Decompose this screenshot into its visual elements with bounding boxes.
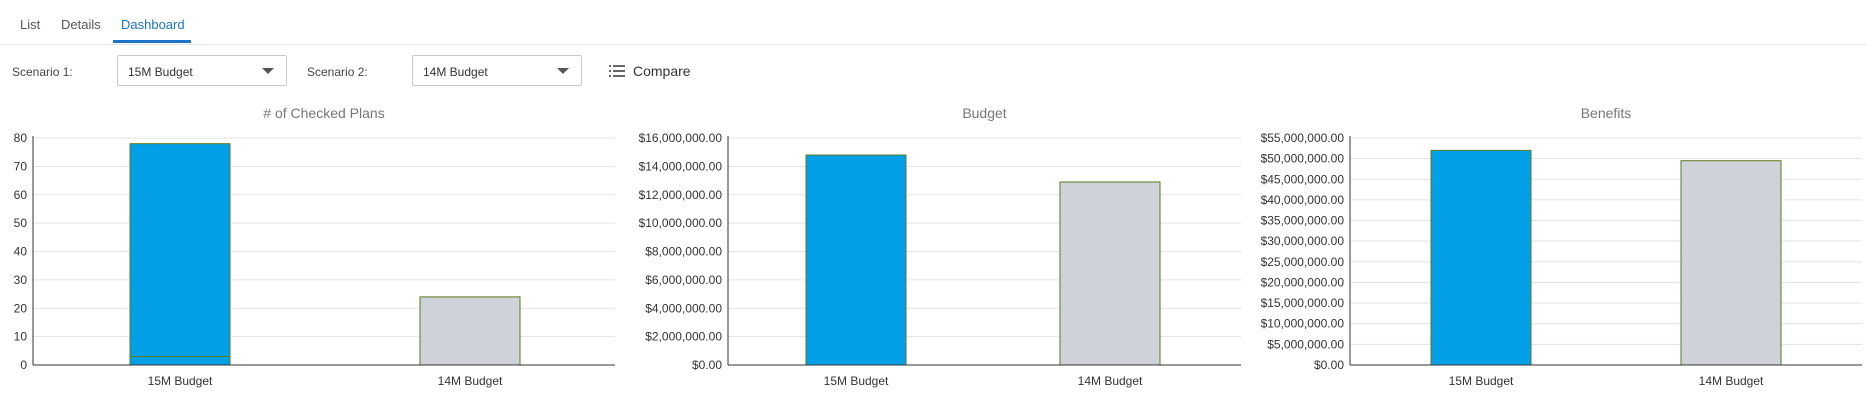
bar-15m xyxy=(1430,149,1532,366)
list-icon xyxy=(609,65,625,77)
y-tick-label: $55,000,000.00 xyxy=(1261,131,1345,145)
chart-checked-plans: # of Checked Plans 0 10 20 30 40 50 60 70 80 15M B… xyxy=(0,100,620,400)
y-tick-label: 40 xyxy=(14,245,28,259)
x-tick-label: 15M Budget xyxy=(824,374,889,388)
y-tick-label: $0.00 xyxy=(692,358,722,372)
y-tick-label: $10,000,000.00 xyxy=(639,216,723,230)
scenario2-select[interactable]: 14M Budget xyxy=(412,55,582,86)
y-tick-label: $16,000,000.00 xyxy=(639,131,723,145)
chevron-down-icon xyxy=(262,68,274,74)
y-tick-label: 20 xyxy=(14,301,28,315)
checked-plans-title: # of Checked Plans xyxy=(263,105,384,121)
tab-list[interactable]: List xyxy=(20,17,41,32)
benefits-svg: Benefits $0.00 $5,000,000.00 $10,000,000.00… xyxy=(1261,105,1862,388)
bar-14m xyxy=(1059,181,1161,366)
y-tick-label: 10 xyxy=(14,330,28,344)
scenario2-value: 14M Budget xyxy=(423,65,488,79)
y-tick-label: $10,000,000.00 xyxy=(1261,317,1345,331)
bar-14m xyxy=(419,296,521,366)
y-tick-label: $0.00 xyxy=(1314,358,1344,372)
chart-budget: Budget $0.00 $2,000,000.00 $4,000,000.00 $6,… xyxy=(622,100,1247,400)
compare-label: Compare xyxy=(633,63,691,79)
x-tick-label: 15M Budget xyxy=(1449,374,1514,388)
y-tick-label: 30 xyxy=(14,273,28,287)
tab-dashboard[interactable]: Dashboard xyxy=(121,17,185,32)
y-tick-label: 60 xyxy=(14,188,28,202)
bar-15m xyxy=(805,154,907,366)
y-tick-label: $12,000,000.00 xyxy=(639,188,723,202)
y-tick-label: 80 xyxy=(14,131,28,145)
tab-bar: List Details Dashboard xyxy=(0,0,1867,45)
x-tick-label: 14M Budget xyxy=(1078,374,1143,388)
scenario1-label: Scenario 1: xyxy=(12,65,73,79)
y-tick-label: $20,000,000.00 xyxy=(1261,275,1345,289)
chart-benefits: Benefits $0.00 $5,000,000.00 $10,000,000.00… xyxy=(1249,100,1867,400)
y-tick-label: $4,000,000.00 xyxy=(645,301,722,315)
checked-plans-svg: # of Checked Plans 0 10 20 30 40 50 60 70 80 15M B… xyxy=(14,105,615,388)
tab-details[interactable]: Details xyxy=(61,17,101,32)
scenario1-value: 15M Budget xyxy=(128,65,193,79)
scenario1-select[interactable]: 15M Budget xyxy=(117,55,287,86)
y-tick-label: $14,000,000.00 xyxy=(639,159,723,173)
bar-14m xyxy=(1680,160,1782,366)
x-tick-label: 14M Budget xyxy=(1699,374,1764,388)
y-tick-label: 0 xyxy=(20,358,27,372)
budget-title: Budget xyxy=(962,105,1006,121)
scenario2-label: Scenario 2: xyxy=(307,65,368,79)
y-tick-label: $30,000,000.00 xyxy=(1261,234,1345,248)
chevron-down-icon xyxy=(557,68,569,74)
y-tick-label: 70 xyxy=(14,159,28,173)
y-tick-label: $50,000,000.00 xyxy=(1261,152,1345,166)
y-tick-label: $45,000,000.00 xyxy=(1261,172,1345,186)
y-tick-label: $6,000,000.00 xyxy=(645,273,722,287)
y-tick-label: $5,000,000.00 xyxy=(1267,337,1344,351)
y-tick-label: $25,000,000.00 xyxy=(1261,255,1345,269)
y-tick-label: $8,000,000.00 xyxy=(645,245,722,259)
bar-15m xyxy=(129,143,231,366)
y-tick-label: 50 xyxy=(14,216,28,230)
y-tick-label: $40,000,000.00 xyxy=(1261,193,1345,207)
y-tick-label: $35,000,000.00 xyxy=(1261,214,1345,228)
x-tick-label: 14M Budget xyxy=(438,374,503,388)
y-tick-label: $15,000,000.00 xyxy=(1261,296,1345,310)
y-tick-label: $2,000,000.00 xyxy=(645,330,722,344)
benefits-title: Benefits xyxy=(1581,105,1632,121)
budget-svg: Budget $0.00 $2,000,000.00 $4,000,000.00 $6,… xyxy=(639,105,1241,388)
active-tab-indicator xyxy=(113,40,191,43)
x-tick-label: 15M Budget xyxy=(148,374,213,388)
